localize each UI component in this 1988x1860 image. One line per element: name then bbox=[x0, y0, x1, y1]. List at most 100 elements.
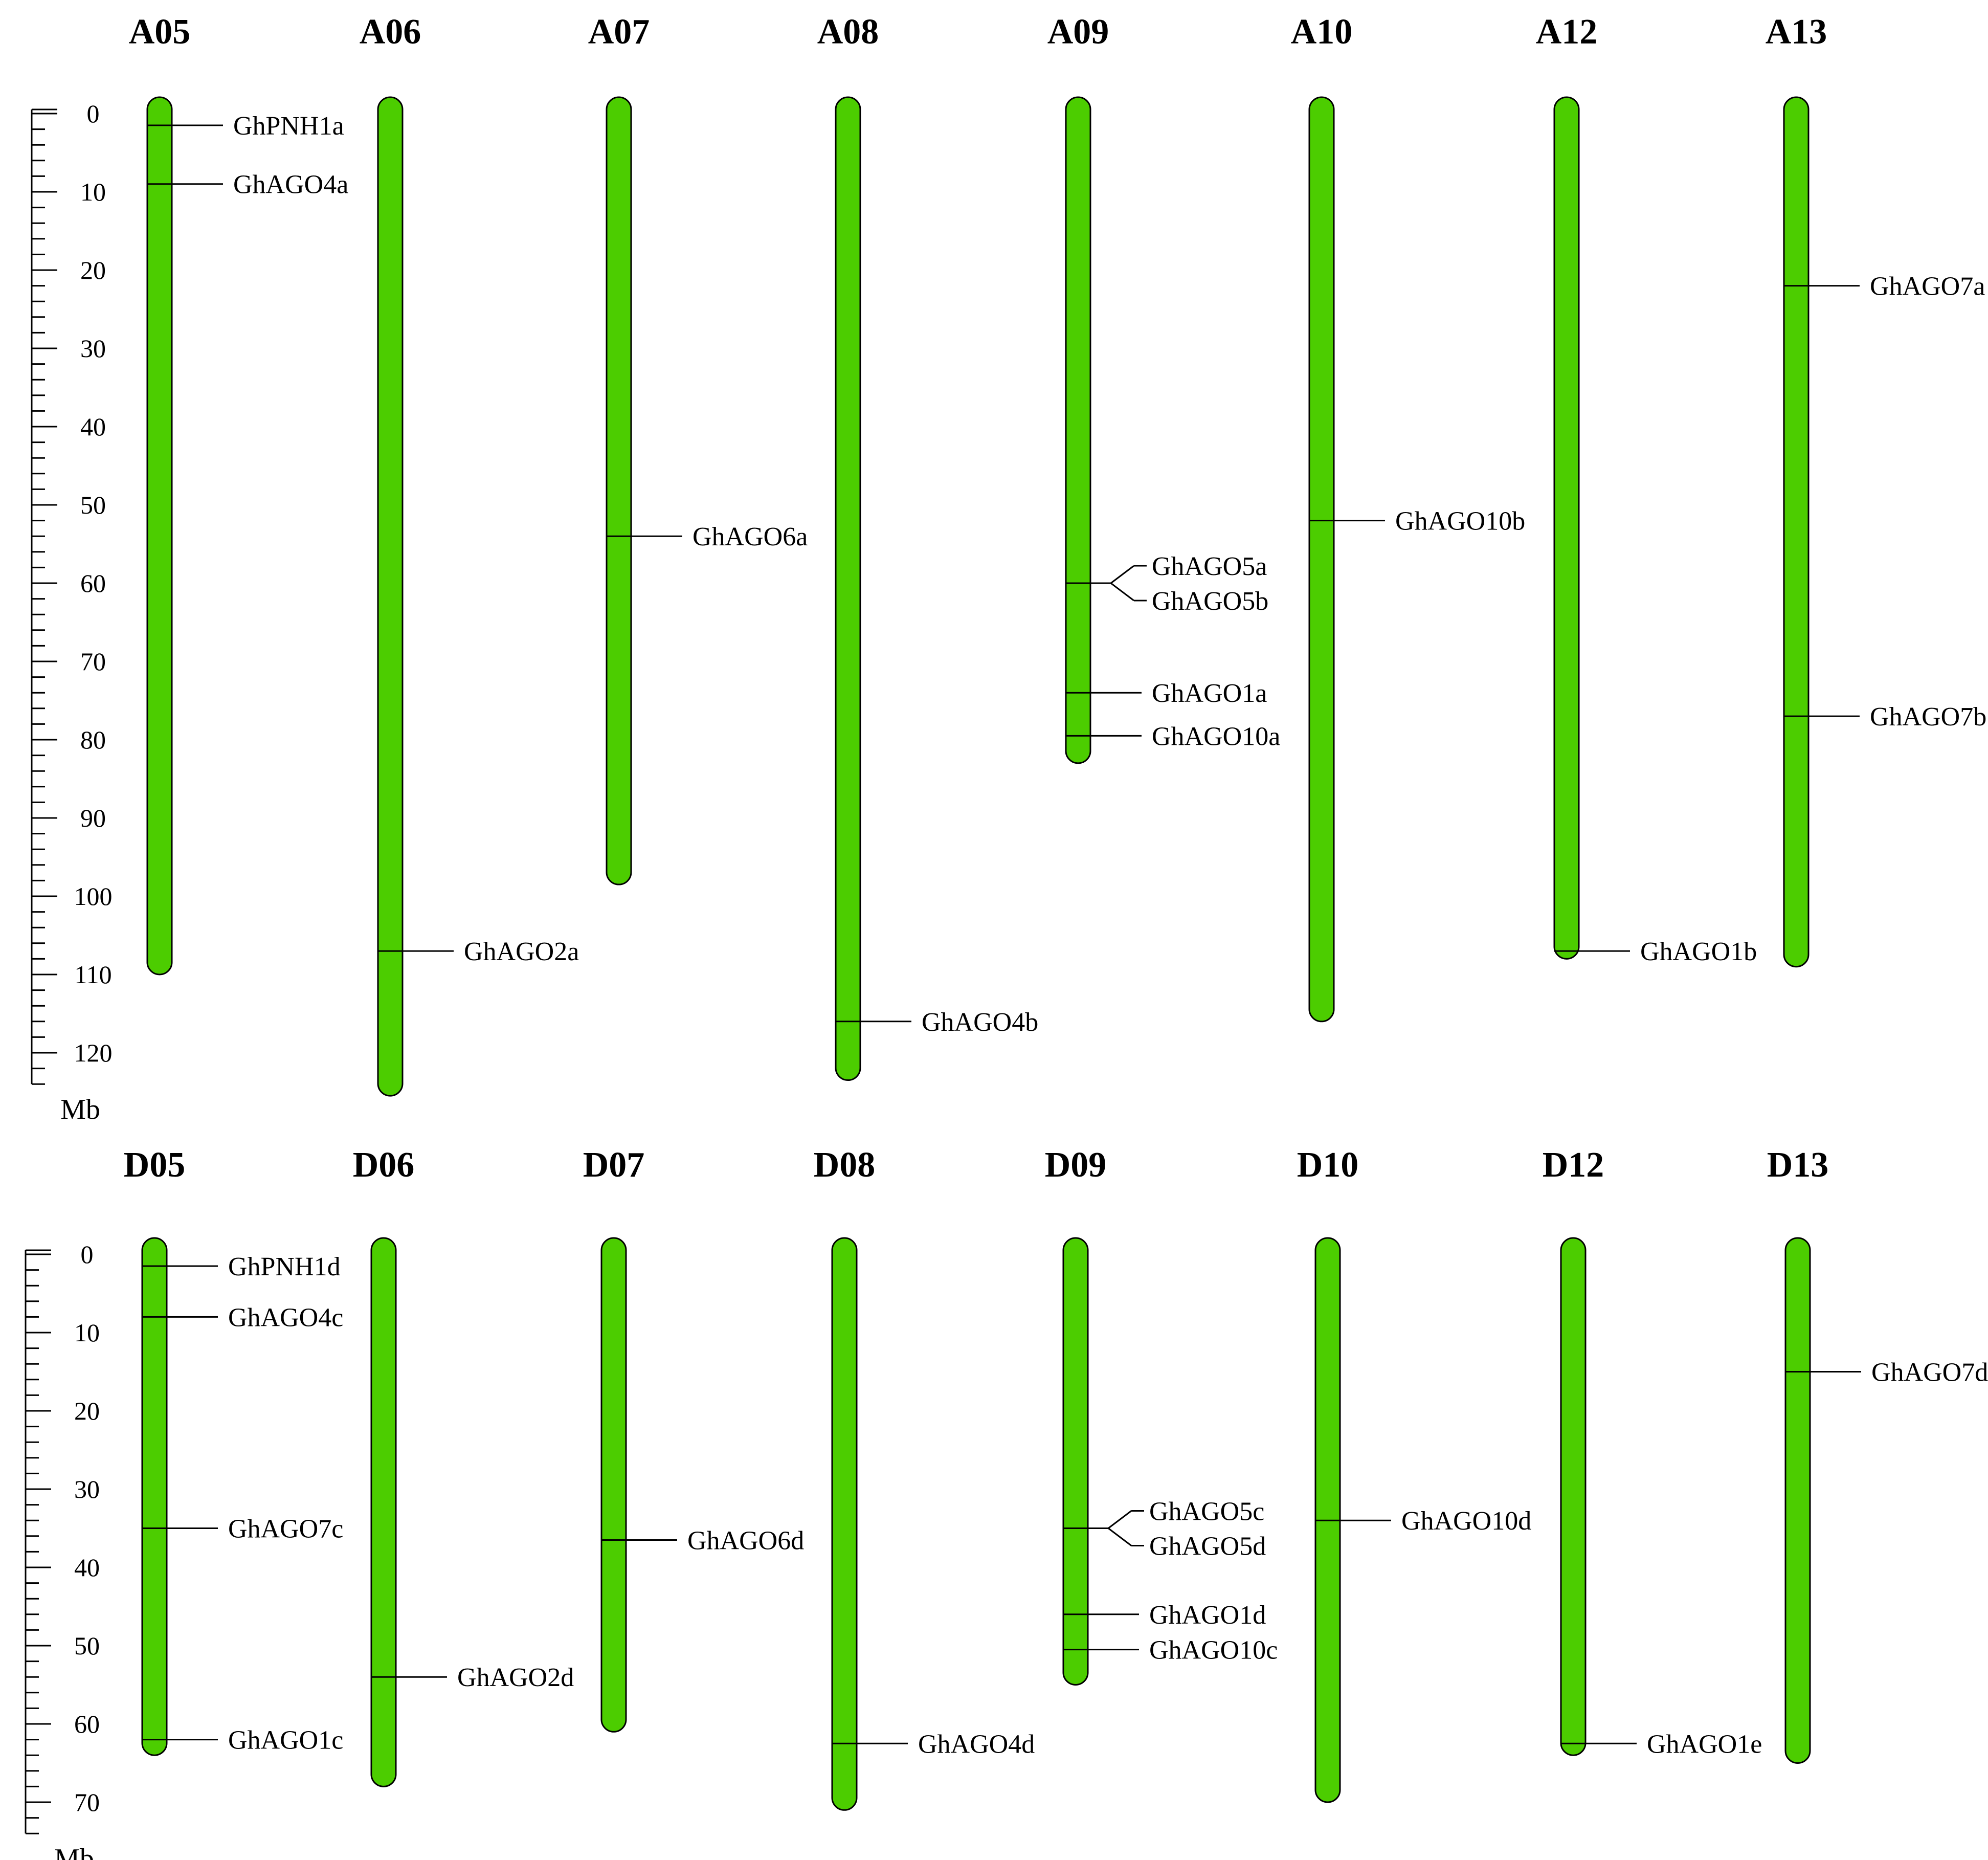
chromosome-d08: D08 GhAGO4d bbox=[814, 1145, 1035, 1811]
gene-label: GhAGO7a bbox=[1870, 272, 1985, 301]
chromosome-bar bbox=[1065, 96, 1091, 764]
chromosome-title: D09 bbox=[1045, 1145, 1107, 1185]
tick-label: 30 bbox=[74, 1475, 100, 1503]
chromosome-a09: A09 GhAGO5a GhAGO5b GhAGO1a GhAGO10a bbox=[1047, 12, 1280, 764]
chromosome-a13: A13 GhAGO7a GhAGO7b bbox=[1766, 12, 1986, 968]
tick-label: 40 bbox=[74, 1553, 100, 1582]
unit-label: Mb bbox=[54, 1843, 94, 1860]
gene-label: GhAGO5c bbox=[1149, 1497, 1264, 1526]
chromosome-title: A05 bbox=[129, 12, 191, 52]
chromosome-d06: D06 GhAGO2d bbox=[353, 1145, 574, 1787]
tick-label: 50 bbox=[80, 491, 106, 519]
tick-label: 50 bbox=[74, 1631, 100, 1660]
gene-label: GhAGO1a bbox=[1152, 679, 1267, 708]
chromosome-d07: D07 GhAGO6d bbox=[583, 1145, 804, 1733]
chromosome-title: D10 bbox=[1297, 1145, 1359, 1185]
chromosome-d10: D10 GhAGO10d bbox=[1297, 1145, 1531, 1803]
gene-label: GhAGO10d bbox=[1401, 1507, 1531, 1536]
gene-label: GhAGO7c bbox=[228, 1515, 343, 1544]
gene-label: GhAGO1e bbox=[1647, 1730, 1762, 1759]
chromosome-a10: A10 GhAGO10b bbox=[1291, 12, 1525, 1023]
gene-label: GhAGO4d bbox=[918, 1730, 1035, 1759]
chromosome-bar bbox=[606, 96, 632, 885]
chromosome-a12: A12 GhAGO1b bbox=[1536, 12, 1757, 966]
gene-marker-fork bbox=[1110, 582, 1134, 602]
chromosome-bar bbox=[1308, 96, 1335, 1023]
chromosome-title: D08 bbox=[814, 1145, 876, 1185]
gene-label: GhAGO10a bbox=[1152, 722, 1280, 751]
chromosome-a08: A08 GhAGO4b bbox=[817, 12, 1038, 1081]
chromosome-title: D05 bbox=[124, 1145, 186, 1185]
gene-label: GhAGO5b bbox=[1152, 587, 1268, 616]
gene-marker-fork bbox=[1108, 1510, 1132, 1529]
chromosome-d09: D09 GhAGO5c GhAGO5d GhAGO1d GhAGO10c bbox=[1045, 1145, 1278, 1686]
tick-label: 70 bbox=[74, 1788, 100, 1817]
gene-marker-fork bbox=[1108, 1527, 1132, 1546]
tick-label: 70 bbox=[80, 647, 106, 676]
chromosome-bar bbox=[831, 1237, 858, 1811]
panel-d: 0 10 20 30 40 50 60 70 Mb D05 GhPNH1d GhAGO4c GhAGO7… bbox=[25, 1145, 1988, 1860]
scale-axis: 0 10 20 30 40 50 60 70 80 90 100 110 120 Mb bbox=[31, 99, 113, 1125]
gene-label: GhAGO7b bbox=[1870, 702, 1986, 732]
chromosome-bar bbox=[835, 96, 861, 1081]
chromosome-bar bbox=[1062, 1237, 1089, 1686]
gene-label: GhAGO2a bbox=[464, 937, 579, 966]
tick-label: 110 bbox=[74, 960, 111, 989]
tick-label: 120 bbox=[74, 1038, 113, 1067]
chromosome-title: A07 bbox=[588, 12, 650, 52]
tick-label: 80 bbox=[80, 725, 106, 754]
chromosome-bar bbox=[600, 1237, 627, 1733]
chromosome-title: D13 bbox=[1767, 1145, 1829, 1185]
tick-label: 100 bbox=[74, 882, 113, 911]
gene-label: GhAGO1d bbox=[1149, 1601, 1266, 1630]
chromosome-title: D06 bbox=[353, 1145, 415, 1185]
chromosome-title: A08 bbox=[817, 12, 879, 52]
gene-label: GhAGO10c bbox=[1149, 1636, 1278, 1665]
chromosome-title: A06 bbox=[360, 12, 421, 52]
tick-label: 0 bbox=[87, 99, 100, 128]
chromosome-bar bbox=[1560, 1237, 1587, 1756]
gene-label: GhAGO1c bbox=[228, 1726, 343, 1755]
unit-label: Mb bbox=[60, 1094, 100, 1125]
panel-a: 0 10 20 30 40 50 60 70 80 90 100 110 120 Mb A05 GhPNH1a… bbox=[31, 12, 1986, 1125]
chromosome-bar bbox=[1784, 1237, 1811, 1764]
gene-label: GhAGO5a bbox=[1152, 552, 1267, 581]
chromosome-bar bbox=[370, 1237, 397, 1787]
chromosome-bar bbox=[141, 1237, 168, 1756]
chromosome-a06: A06 GhAGO2a bbox=[360, 12, 579, 1097]
scale-axis: 0 10 20 30 40 50 60 70 Mb bbox=[25, 1240, 100, 1860]
gene-label: GhAGO5d bbox=[1149, 1532, 1266, 1561]
tick-label: 10 bbox=[74, 1318, 100, 1347]
chromosome-title: A10 bbox=[1291, 12, 1353, 52]
chromosome-title: D07 bbox=[583, 1145, 645, 1185]
gene-marker-fork bbox=[1110, 565, 1134, 584]
gene-label: GhAGO10b bbox=[1395, 507, 1525, 536]
chromosome-bar bbox=[1553, 96, 1580, 960]
chromosome-title: D12 bbox=[1543, 1145, 1604, 1185]
chromosome-bar bbox=[146, 96, 173, 976]
chromosome-a07: A07 GhAGO6a bbox=[588, 12, 808, 885]
gene-label: GhAGO2d bbox=[457, 1663, 574, 1692]
tick-label: 90 bbox=[80, 804, 106, 832]
tick-label: 10 bbox=[80, 178, 106, 206]
chromosome-title: A12 bbox=[1536, 12, 1598, 52]
gene-label: GhAGO4a bbox=[233, 170, 348, 200]
tick-label: 60 bbox=[80, 569, 106, 597]
chromosome-bar bbox=[1783, 96, 1810, 968]
gene-label: GhPNH1a bbox=[233, 112, 344, 141]
tick-label: 40 bbox=[80, 412, 106, 441]
chromosome-title: A13 bbox=[1766, 12, 1827, 52]
chromosome-a05: A05 GhPNH1a GhAGO4a bbox=[129, 12, 348, 976]
gene-label: GhAGO4b bbox=[922, 1008, 1038, 1037]
gene-label: GhAGO6d bbox=[687, 1526, 804, 1555]
gene-label: GhAGO1b bbox=[1640, 937, 1757, 966]
chromosome-d05: D05 GhPNH1d GhAGO4c GhAGO7c GhAGO1c bbox=[124, 1145, 343, 1756]
tick-label: 30 bbox=[80, 334, 106, 363]
tick-label: 20 bbox=[74, 1397, 100, 1425]
tick-label: 20 bbox=[80, 256, 106, 284]
chromosome-bar bbox=[377, 96, 404, 1097]
gene-label: GhAGO6a bbox=[693, 522, 808, 551]
gene-label: GhAGO4c bbox=[228, 1303, 343, 1332]
tick-label: 0 bbox=[81, 1240, 94, 1269]
